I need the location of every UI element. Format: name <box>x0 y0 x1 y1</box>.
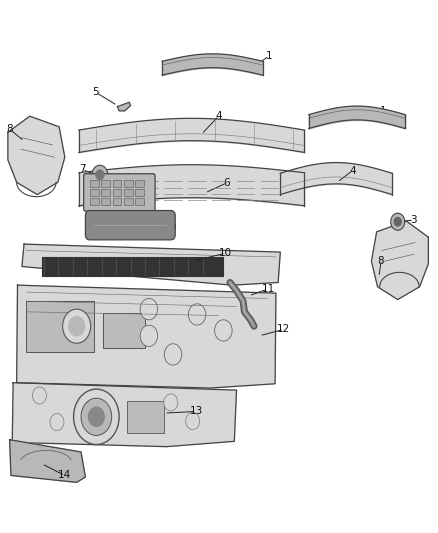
Bar <box>101 189 110 196</box>
Bar <box>124 198 133 205</box>
Bar <box>113 198 121 205</box>
Polygon shape <box>8 116 65 195</box>
Bar <box>90 189 99 196</box>
Circle shape <box>50 414 64 431</box>
Bar <box>113 180 121 187</box>
Circle shape <box>74 389 119 445</box>
Bar <box>26 301 94 352</box>
Polygon shape <box>371 221 428 300</box>
Text: 13: 13 <box>190 407 203 416</box>
Text: 3: 3 <box>410 215 417 225</box>
Text: 4: 4 <box>349 166 356 175</box>
Circle shape <box>164 344 182 365</box>
Text: 8: 8 <box>6 124 13 134</box>
Circle shape <box>32 387 46 404</box>
FancyBboxPatch shape <box>85 211 175 240</box>
Text: 4: 4 <box>215 111 223 120</box>
Circle shape <box>63 309 91 343</box>
Circle shape <box>140 298 158 320</box>
Bar <box>42 257 223 276</box>
Text: 6: 6 <box>223 178 230 188</box>
Text: 9: 9 <box>170 223 177 233</box>
Text: 15: 15 <box>85 187 99 197</box>
Circle shape <box>88 407 104 426</box>
Polygon shape <box>12 383 237 447</box>
Polygon shape <box>17 285 276 388</box>
Text: 1: 1 <box>380 106 387 116</box>
Text: 8: 8 <box>378 256 385 266</box>
Circle shape <box>140 325 158 346</box>
Text: 12: 12 <box>277 325 290 334</box>
FancyBboxPatch shape <box>84 174 155 211</box>
Circle shape <box>188 304 206 325</box>
Text: 14: 14 <box>58 471 71 480</box>
Text: 1: 1 <box>266 51 273 61</box>
Circle shape <box>81 398 112 435</box>
Bar <box>90 180 99 187</box>
Bar <box>124 180 133 187</box>
Polygon shape <box>22 244 280 285</box>
Bar <box>135 198 144 205</box>
Bar <box>135 189 144 196</box>
Circle shape <box>391 213 405 230</box>
Text: 10: 10 <box>219 248 232 258</box>
Bar <box>124 189 133 196</box>
Bar <box>127 401 164 433</box>
Circle shape <box>186 413 200 430</box>
Bar <box>103 313 145 348</box>
Circle shape <box>96 170 104 180</box>
Bar <box>101 180 110 187</box>
Circle shape <box>164 394 178 411</box>
Bar <box>113 189 121 196</box>
Bar <box>101 198 110 205</box>
Text: 11: 11 <box>261 284 275 294</box>
Circle shape <box>215 320 232 341</box>
Bar <box>90 198 99 205</box>
Polygon shape <box>117 102 131 111</box>
Text: 7: 7 <box>79 165 86 174</box>
Circle shape <box>92 165 108 184</box>
Bar <box>135 180 144 187</box>
Circle shape <box>69 317 85 336</box>
Circle shape <box>394 217 401 226</box>
Polygon shape <box>10 440 85 482</box>
Text: 5: 5 <box>92 87 99 97</box>
